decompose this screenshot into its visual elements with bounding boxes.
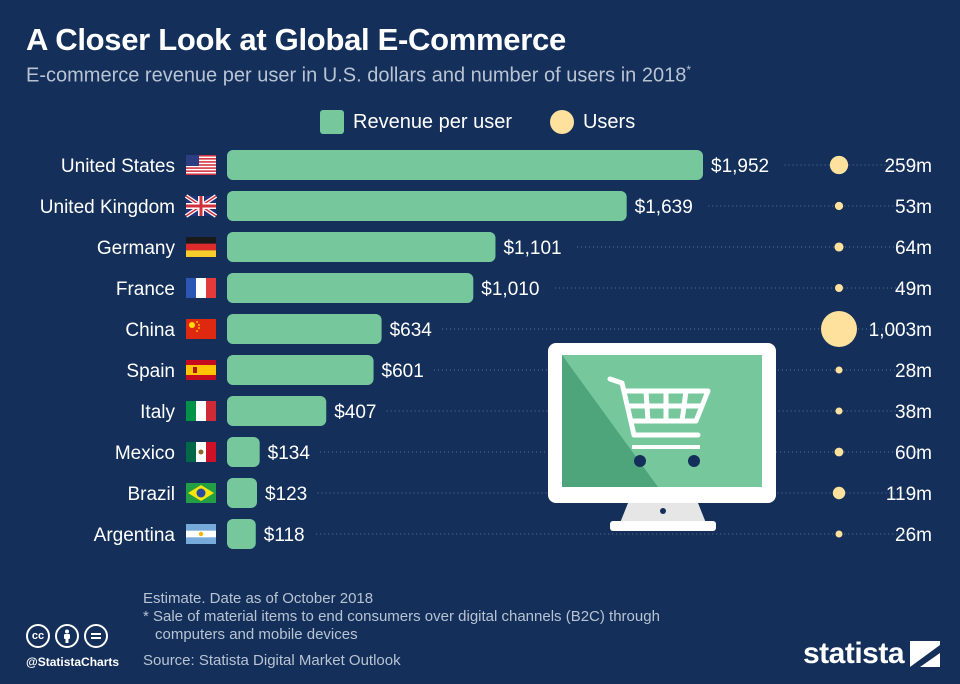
bar-chart: United States $1,952 259m United Kingdom $1,… [40,150,932,549]
revenue-bar [227,273,474,303]
subtitle-footnote-mark: * [686,63,691,77]
footnotes: Estimate. Date as of October 2018 * Sale… [143,590,660,644]
germany-flag-icon [186,237,216,257]
revenue-bar [227,396,327,426]
us-flag-icon [186,155,216,175]
spain-flag-icon [186,360,216,380]
users-label: 49m [895,279,932,300]
category-label: Spain [126,361,175,382]
users-label: 60m [895,443,932,464]
no-derivatives-icon [84,624,108,648]
legend-dot-swatch [549,110,574,134]
statista-mark-icon [910,641,941,667]
revenue-label: $1,101 [503,238,561,259]
revenue-label: $1,010 [481,279,539,300]
cc-icon: cc [26,624,50,648]
revenue-label: $1,952 [711,156,769,177]
revenue-bar [227,519,256,549]
category-label: France [116,279,175,300]
argentina-flag-icon [186,524,216,544]
users-label: 64m [895,238,932,259]
users-dot [834,447,844,457]
revenue-bar [227,232,496,262]
legend-bar-label: Revenue per user [353,110,512,133]
category-label: China [125,320,175,341]
users-label: 259m [884,156,932,177]
users-label: 28m [895,361,932,382]
legend-bar-swatch [320,110,344,134]
chart-title: A Closer Look at Global E-Commerce [26,22,566,57]
category-label: United Kingdom [40,197,175,218]
france-flag-icon [186,278,216,298]
revenue-label: $601 [382,361,424,382]
uk-flag-icon [184,194,218,218]
users-label: 119m [886,484,932,505]
legend-dot-label: Users [582,110,636,133]
users-dot [835,407,843,415]
users-dot [835,530,843,538]
category-label: Argentina [94,525,176,546]
revenue-label: $123 [265,484,307,505]
italy-flag-icon [186,401,216,421]
china-flag-icon [186,319,216,339]
revenue-bar [227,150,703,180]
brazil-flag-icon [186,483,216,503]
twitter-handle: @StatistaCharts [26,655,120,669]
note-estimate: Estimate. Date as of October 2018 [143,590,374,607]
mexico-flag-icon [186,442,216,462]
revenue-label: $407 [334,402,376,423]
users-label: 38m [895,402,932,423]
users-dot [832,486,846,500]
users-dot [835,284,843,292]
note-definition: * Sale of material items to end consumer… [143,608,660,625]
attribution-icon [55,624,79,648]
note-definition-cont: computers and mobile devices [155,626,358,643]
revenue-label: $1,639 [635,197,693,218]
users-dot [835,366,843,374]
source-note: Source: Statista Digital Market Outlook [143,652,401,669]
category-label: United States [61,156,175,177]
category-label: Italy [140,402,175,423]
revenue-bar [227,478,257,508]
revenue-label: $118 [264,525,305,546]
shopping-cart-monitor-icon [548,343,776,531]
category-label: Brazil [127,484,175,505]
users-dot [834,242,844,252]
statista-logo: statista [803,637,941,671]
chart-subtitle: E-commerce revenue per user in U.S. doll… [26,63,691,88]
category-label: Mexico [115,443,175,464]
revenue-label: $634 [390,320,433,341]
category-label: Germany [97,238,176,259]
users-label: 26m [895,525,932,546]
revenue-bar [227,191,627,221]
legend: Revenue per user Users [320,109,635,135]
revenue-label: $134 [268,443,311,464]
users-dot [834,201,844,211]
users-dot [829,155,849,175]
brand-wordmark: statista [803,637,905,670]
subtitle-text: E-commerce revenue per user in U.S. doll… [26,64,687,87]
users-label: 53m [895,197,932,218]
license-icons: cc [26,624,108,648]
users-label: 1,003m [869,320,932,341]
revenue-bar [227,437,260,467]
revenue-bar [227,314,382,344]
revenue-bar [227,355,374,385]
users-dot [821,311,857,347]
